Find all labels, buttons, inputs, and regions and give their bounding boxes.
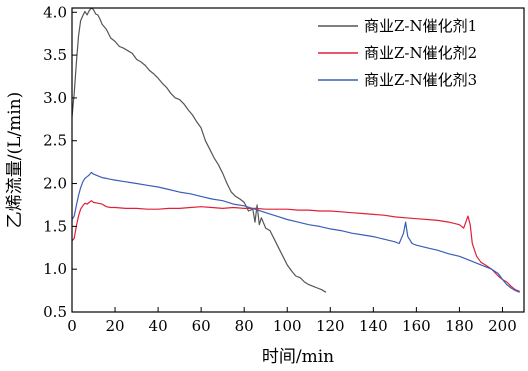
- x-tick-label: 60: [192, 317, 211, 335]
- x-tick-label: 80: [235, 317, 254, 335]
- y-tick-label: 2.5: [43, 132, 67, 150]
- x-axis-label: 时间/min: [262, 347, 334, 367]
- x-tick-label: 40: [149, 317, 168, 335]
- x-tick-label: 140: [359, 317, 388, 335]
- series-line-1: [71, 7, 327, 293]
- y-tick-label: 0.5: [43, 303, 67, 321]
- x-tick-label: 100: [273, 317, 302, 335]
- ticks-layer: 0 20 40 60 80 100 120 140 160 180 200 0.5 1.0 1.5 2.0 2…: [43, 3, 517, 335]
- plot-frame: [71, 7, 525, 313]
- y-tick-label: 3.5: [43, 46, 67, 64]
- x-tick-label: 20: [106, 317, 125, 335]
- series-layer: [71, 7, 520, 293]
- x-tick-label: 0: [67, 317, 77, 335]
- y-tick-label: 3.0: [43, 89, 67, 107]
- legend-label-3: 商业Z-N催化剂3: [364, 71, 477, 89]
- y-axis-label: 乙烯流量/(L/min): [5, 92, 25, 229]
- legend: 商业Z-N催化剂1 商业Z-N催化剂2 商业Z-N催化剂3: [318, 17, 477, 89]
- series-line-3: [71, 171, 520, 293]
- y-tick-label: 4.0: [43, 3, 67, 21]
- x-tick-label: 200: [488, 317, 517, 335]
- y-tick-label: 2.0: [43, 175, 67, 193]
- x-tick-label: 180: [445, 317, 474, 335]
- series-line-2: [71, 200, 520, 292]
- legend-label-2: 商业Z-N催化剂2: [364, 44, 477, 62]
- legend-label-1: 商业Z-N催化剂1: [364, 17, 477, 35]
- x-tick-label: 120: [316, 317, 345, 335]
- x-tick-label: 160: [402, 317, 431, 335]
- y-tick-label: 1.5: [43, 217, 67, 235]
- y-tick-label: 1.0: [43, 260, 67, 278]
